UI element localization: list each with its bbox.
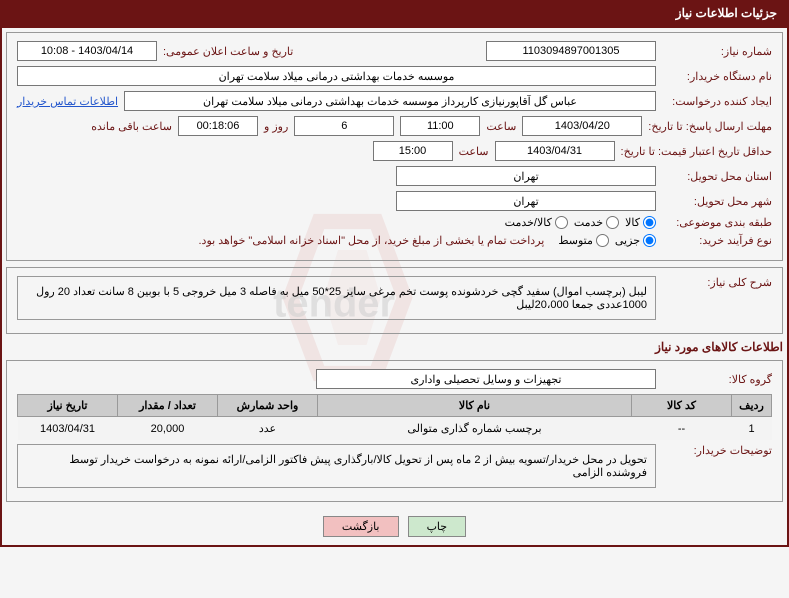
remaining-label: ساعت باقی مانده — [91, 120, 172, 133]
td-name: برچسب شماره گذاری متوالی — [318, 417, 632, 441]
city-input — [396, 191, 656, 211]
th-unit: واحد شمارش — [218, 395, 318, 417]
table-row: 1 -- برچسب شماره گذاری متوالی عدد 20,000… — [18, 417, 772, 441]
radio-jozi[interactable]: جزیی — [615, 234, 656, 247]
buyer-notes-box: تحویل در محل خریدار/تسویه بیش از 2 ماه پ… — [17, 444, 656, 488]
saat-label-1: ساعت — [486, 120, 516, 133]
subject-class-label: طبقه بندی موضوعی: — [662, 216, 772, 229]
purchase-type-label: نوع فرآیند خرید: — [662, 234, 772, 247]
days-and-label: روز و — [264, 120, 288, 133]
requester-label: ایجاد کننده درخواست: — [662, 95, 772, 108]
purchase-radios: جزیی متوسط — [558, 234, 656, 247]
items-table: ردیف کد کالا نام کالا واحد شمارش تعداد /… — [17, 394, 772, 440]
description-fieldset: شرح کلی نیاز: لیبل (برچسب اموال) سفید گچ… — [6, 267, 783, 334]
city-label: شهر محل تحویل: — [662, 195, 772, 208]
th-name: نام کالا — [318, 395, 632, 417]
announce-label: تاریخ و ساعت اعلان عمومی: — [163, 45, 293, 58]
td-code: -- — [632, 417, 732, 441]
contact-link[interactable]: اطلاعات تماس خریدار — [17, 95, 118, 108]
radio-kalakh[interactable]: کالا/خدمت — [505, 216, 568, 229]
purchase-note: پرداخت تمام یا بخشی از مبلغ خرید، از محل… — [199, 234, 545, 247]
radio-kala[interactable]: کالا — [625, 216, 656, 229]
th-idx: ردیف — [732, 395, 772, 417]
th-qty: تعداد / مقدار — [118, 395, 218, 417]
panel-title: جزئیات اطلاعات نیاز — [0, 0, 789, 26]
group-label: گروه کالا: — [662, 373, 772, 386]
min-validity-label: حداقل تاریخ اعتبار قیمت: تا تاریخ: — [621, 145, 772, 158]
province-label: استان محل تحویل: — [662, 170, 772, 183]
button-bar: چاپ بازگشت — [6, 508, 783, 541]
group-input — [316, 369, 656, 389]
th-code: کد کالا — [632, 395, 732, 417]
days-remaining — [294, 116, 394, 136]
th-date: تاریخ نیاز — [18, 395, 118, 417]
td-unit: عدد — [218, 417, 318, 441]
desc-label: شرح کلی نیاز: — [662, 276, 772, 289]
saat-label-2: ساعت — [459, 145, 489, 158]
td-qty: 20,000 — [118, 417, 218, 441]
announce-input — [17, 41, 157, 61]
deadline-date — [522, 116, 642, 136]
back-button[interactable]: بازگشت — [323, 516, 399, 537]
print-button[interactable]: چاپ — [408, 516, 467, 537]
radio-motavaset[interactable]: متوسط — [558, 234, 609, 247]
need-no-label: شماره نیاز: — [662, 45, 772, 58]
deadline-answer-label: مهلت ارسال پاسخ: تا تاریخ: — [648, 120, 772, 133]
td-date: 1403/04/31 — [18, 417, 118, 441]
timer — [178, 116, 258, 136]
subject-radios: کالا خدمت کالا/خدمت — [505, 216, 656, 229]
td-idx: 1 — [732, 417, 772, 441]
min-validity-time — [373, 141, 453, 161]
items-title: اطلاعات کالاهای مورد نیاز — [6, 340, 783, 354]
requester-input — [124, 91, 656, 111]
buyer-org-label: نام دستگاه خریدار: — [662, 70, 772, 83]
deadline-time — [400, 116, 480, 136]
buyer-org-input — [17, 66, 656, 86]
desc-box: لیبل (برچسب اموال) سفید گچی خردشونده پوس… — [17, 276, 656, 320]
details-fieldset: شماره نیاز: تاریخ و ساعت اعلان عمومی: نا… — [6, 32, 783, 261]
need-no-input — [486, 41, 656, 61]
items-fieldset: گروه کالا: ردیف کد کالا نام کالا واحد شم… — [6, 360, 783, 502]
min-validity-date — [495, 141, 615, 161]
buyer-notes-label: توضیحات خریدار: — [662, 444, 772, 457]
province-input — [396, 166, 656, 186]
radio-khadmat[interactable]: خدمت — [574, 216, 619, 229]
